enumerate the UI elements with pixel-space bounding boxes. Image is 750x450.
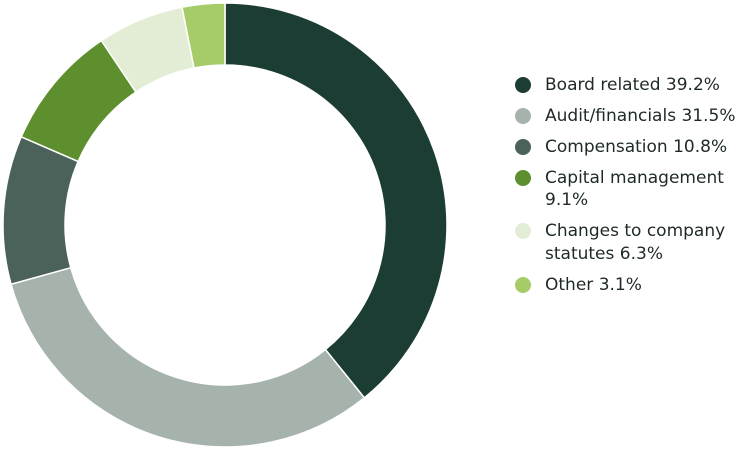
legend-item: Changes to company statutes 6.3% [515, 220, 747, 264]
legend-label: Capital management [545, 168, 724, 189]
legend-marker [515, 276, 531, 293]
legend-text: Other 3.1% [545, 274, 642, 296]
legend-marker [515, 223, 531, 240]
legend-value: 3.1% [598, 274, 642, 295]
legend-value: 9.1% [545, 190, 589, 211]
legend-item: Audit/financials 31.5% [515, 105, 747, 127]
legend-label: Other [545, 274, 594, 295]
legend-text: Changes to company statutes 6.3% [545, 220, 747, 264]
legend-value: 39.2% [665, 75, 720, 95]
legend-marker [515, 170, 531, 187]
legend-value: 31.5% [681, 106, 736, 127]
donut-slice [224, 2, 448, 399]
legend-text: Board related 39.2% [545, 74, 720, 96]
legend-item: Compensation 10.8% [515, 136, 747, 158]
legend-marker [515, 77, 531, 93]
donut-chart [2, 2, 448, 448]
legend-item: Capital management 9.1% [515, 167, 747, 211]
legend-text: Compensation 10.8% [545, 136, 727, 158]
legend: Board related 39.2% Audit/financials 31.5… [515, 74, 747, 305]
legend-label: Changes to company statutes [545, 221, 726, 264]
donut-slice [2, 135, 80, 286]
legend-value: 10.8% [673, 137, 728, 158]
legend-label: Audit/financials [545, 106, 677, 127]
legend-item: Other 3.1% [515, 274, 747, 296]
legend-text: Capital management 9.1% [545, 167, 747, 211]
legend-marker [515, 108, 531, 125]
legend-value: 6.3% [619, 243, 663, 264]
legend-text: Audit/financials 31.5% [545, 105, 735, 127]
legend-label: Compensation [545, 137, 668, 158]
donut-slice [181, 2, 226, 69]
legend-item: Board related 39.2% [515, 74, 747, 96]
legend-marker [515, 139, 531, 156]
legend-label: Board related [545, 75, 661, 95]
donut-slice [10, 266, 366, 448]
